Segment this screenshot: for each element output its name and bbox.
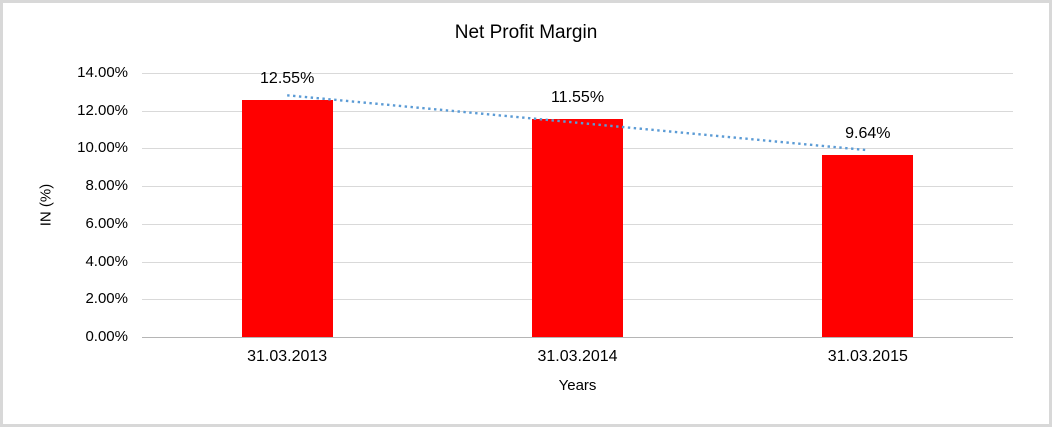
chart-title: Net Profit Margin (454, 22, 598, 43)
chart-bar (241, 100, 333, 337)
x-tick-label: 31.03.2014 (537, 348, 618, 365)
y-tick-label: 6.00% (85, 214, 128, 232)
x-axis-title: Years (558, 377, 597, 394)
x-tick-label: 31.03.2015 (827, 348, 908, 365)
y-tick-label: 14.00% (77, 64, 128, 81)
plot-area: 12.55% 11.55% 9.64% (142, 70, 1013, 338)
gridline (142, 110, 1013, 112)
x-axis-line (142, 337, 1013, 338)
y-tick-label: 2.00% (85, 290, 128, 308)
trendline (287, 94, 868, 152)
y-tick-label: 0.00% (85, 328, 128, 345)
bar-value-label: 12.55% (260, 70, 315, 88)
bar-value-label: 9.64% (845, 125, 891, 143)
y-tick-label: 8.00% (85, 177, 128, 195)
chart-bar (822, 155, 914, 337)
x-tick-label: 31.03.2013 (247, 348, 328, 365)
chart-bar (532, 119, 623, 337)
gridline (142, 73, 1013, 74)
trendline-layer (287, 94, 868, 152)
bar-value-label: 11.55% (550, 89, 605, 107)
y-tick-label: 4.00% (85, 252, 128, 270)
y-tick-label: 10.00% (77, 139, 128, 157)
y-tick-label: 12.00% (77, 101, 128, 119)
